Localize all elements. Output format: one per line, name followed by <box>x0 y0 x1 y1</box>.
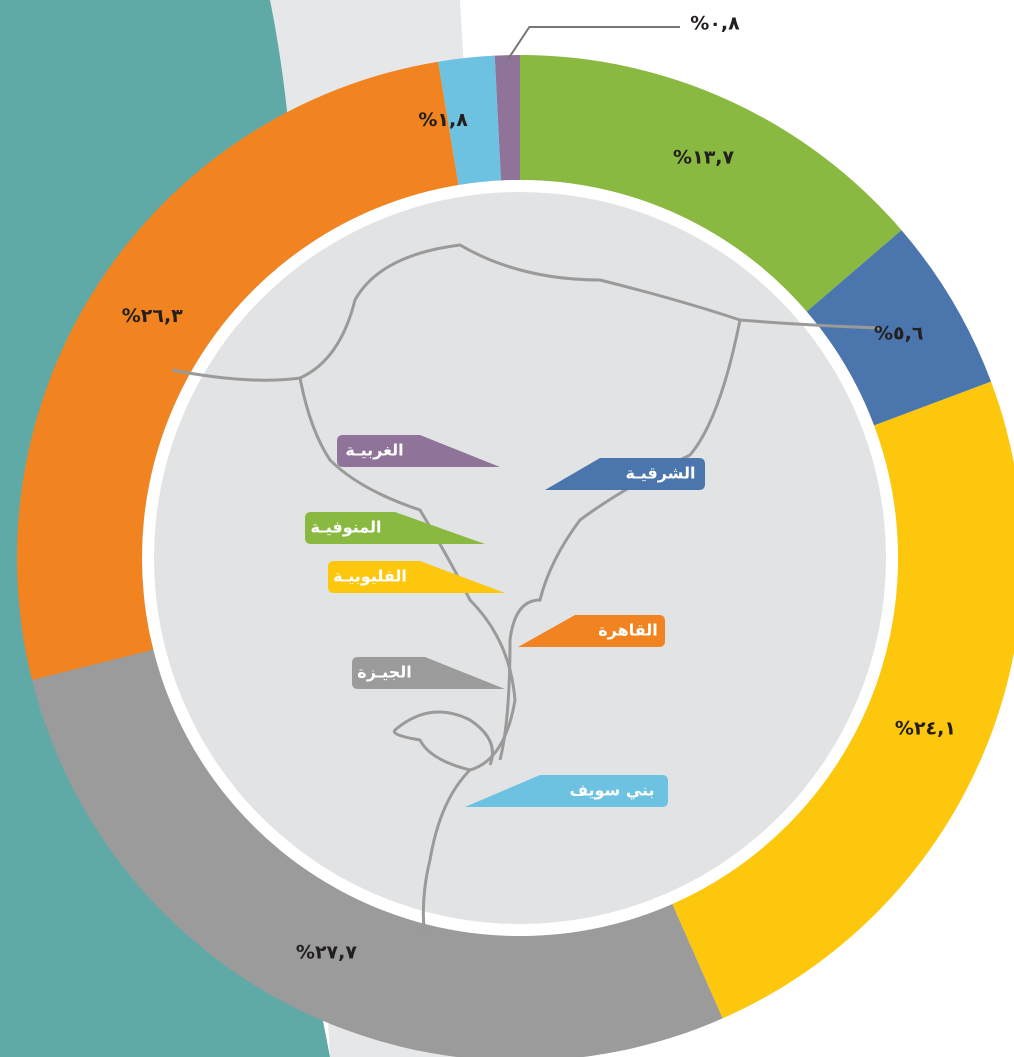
value-label: %٢٦,٣ <box>122 305 183 327</box>
region-label: الغربيـة <box>345 441 403 460</box>
region-label: بني سويف <box>569 781 654 801</box>
value-label: %٢٤,١ <box>895 717 956 739</box>
infographic: المنوفيـة الشرقيـة القليوبيـة الجيـزة القاهر… <box>0 0 1014 1057</box>
value-label: %١٣,٧ <box>673 147 734 169</box>
value-label: %١,٨ <box>418 109 468 131</box>
value-label: %٢٧,٧ <box>296 942 357 964</box>
value-label: %٥,٦ <box>874 323 923 345</box>
region-label: القاهرة <box>598 621 658 640</box>
map-background <box>154 192 886 924</box>
region-label: القليوبيـة <box>333 567 407 586</box>
region-label: المنوفيـة <box>311 518 382 537</box>
region-label: الجيـزة <box>357 663 411 682</box>
value-label: %٠,٨ <box>690 13 740 35</box>
region-label: الشرقيـة <box>626 464 696 483</box>
